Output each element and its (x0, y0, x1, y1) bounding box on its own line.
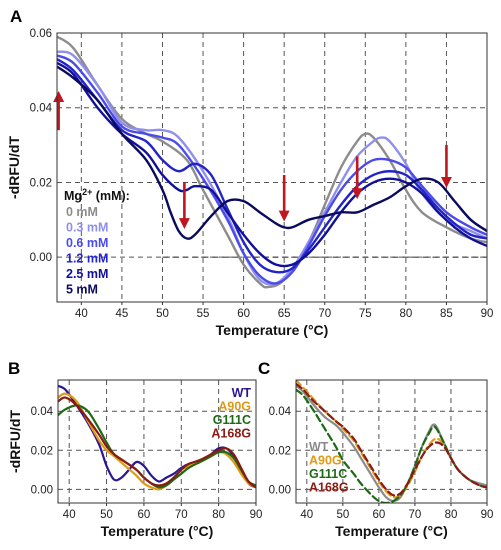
panel-c-legend-entry: A168G (309, 481, 349, 495)
panel-a-y-tick-label: 0.02 (30, 177, 52, 189)
panel-b-x-tick-label: 90 (250, 509, 263, 521)
panel-a-x-tick-label: 70 (318, 308, 331, 320)
panel-c-legend-entry: A90G (309, 454, 342, 468)
panel-a-series (57, 35, 487, 289)
panel-a-y-axis-title: -dRFU/dT (6, 136, 22, 199)
panel-a-x-tick-label: 80 (399, 308, 412, 320)
panel-b-x-axis-title: Temperature (°C) (101, 523, 214, 539)
legend-title-suffix: (mM): (92, 189, 130, 203)
panel-a-series-line-0-6-mm (57, 54, 487, 285)
panel-c-series (296, 380, 487, 503)
panel-b-y-tick-label: 0.02 (31, 445, 53, 457)
panel-a-y-tick-label: 0.04 (30, 103, 53, 115)
panel-a-legend-entry: 5 mM (66, 283, 98, 297)
panel-a-legend-entry: 2.5 mM (66, 267, 108, 281)
panel-c-x-tick-label: 60 (372, 509, 385, 521)
panel-b-legend-entry: A90G (218, 400, 251, 414)
panel-a-y-tick-label: 0.06 (30, 28, 52, 40)
panel-b-legend-entry: A168G (211, 427, 251, 441)
panel-b-series-line-a168g (58, 396, 256, 489)
panel-b-y-axis-title: -dRFU/dT (7, 410, 23, 473)
panel-c-x-ticks: 40 50 60 70 80 90 (300, 503, 493, 521)
panel-a-x-tick-label: 65 (278, 308, 291, 320)
panel-a-series-line-2-5-mm (57, 61, 487, 268)
panel-c-y-tick-label: 0.04 (269, 406, 292, 418)
panel-c-x-tick-label: 70 (409, 509, 422, 521)
panel-c-letter: C (258, 359, 270, 378)
panel-c-legend-entry: G111C (309, 467, 347, 481)
panel-a-frame (56, 32, 488, 303)
panel-b-y-tick-label: 0.00 (31, 484, 53, 496)
panel-c-x-tick-label: 50 (336, 509, 349, 521)
panel-a-x-tick-label: 50 (156, 308, 169, 320)
panel-a-series-line-1-2-mm (57, 57, 487, 274)
panel-c-y-tick-label: 0.02 (269, 445, 291, 457)
panel-c-x-tick-label: 90 (481, 509, 494, 521)
panel-b-series-line-g111c (58, 404, 256, 489)
panel-a-series-line-5-mm (57, 65, 487, 240)
panel-c-y-ticks: 0.00 0.02 0.04 (269, 406, 292, 496)
panel-c-y-tick-label: 0.00 (269, 484, 291, 496)
panel-a-legend-entry: 0 mM (66, 205, 98, 219)
panel-b-x-tick-label: 70 (175, 509, 188, 521)
panel-b-frame (57, 379, 257, 504)
panel-c-x-axis-title: Temperature (°C) (335, 523, 448, 539)
panel-c-chart: 40 50 60 70 80 90 0.00 0.02 0.04 Temperature (°… (269, 379, 493, 539)
panel-b-x-tick-label: 40 (63, 509, 76, 521)
panel-a-legend-entry: 0.3 mM (66, 221, 108, 235)
panel-b-letter: B (8, 359, 20, 378)
panel-a-x-tick-label: 85 (440, 308, 453, 320)
panel-c-frame (295, 379, 488, 504)
panel-b-legend-entry: G111C (213, 413, 251, 427)
panel-b-x-tick-label: 80 (212, 509, 225, 521)
panel-b-y-tick-label: 0.04 (31, 406, 54, 418)
legend-title-superscript: 2+ (82, 187, 92, 197)
panel-a-arrows (53, 91, 452, 230)
legend-title-base: Mg (64, 189, 82, 203)
panel-a-chart: 40 45 50 55 60 65 70 75 80 85 90 0.000.020.040.06 … (6, 28, 493, 338)
panel-a-legend-title: Mg2+ (mM): (64, 187, 130, 203)
panel-b-legend-entry: WT (232, 386, 252, 400)
panel-b-x-tick-label: 60 (138, 509, 151, 521)
panel-b-x-tick-label: 50 (100, 509, 113, 521)
panel-b-y-ticks: 0.00 0.02 0.04 (31, 406, 54, 496)
panel-a-x-tick-label: 40 (75, 308, 88, 320)
panel-a-legend-entry: 0.6 mM (66, 236, 108, 250)
panel-a-letter: A (10, 7, 22, 26)
panel-c-series-line-a168g (296, 382, 487, 497)
panel-a-x-ticks: 40 45 50 55 60 65 70 75 80 85 90 (75, 302, 493, 320)
panel-c-x-tick-label: 80 (445, 509, 458, 521)
panel-a-legend-entry: 1.2 mM (66, 252, 108, 266)
panel-a-x-tick-label: 90 (481, 308, 494, 320)
panel-a-y-tick-label: 0.00 (30, 252, 52, 264)
panel-b-x-ticks: 40 50 60 70 80 90 (63, 503, 263, 521)
panel-b-series (58, 384, 256, 491)
panel-a-x-tick-label: 55 (197, 308, 210, 320)
panel-a-legend: Mg2+ (mM): 0 mM 0.3 mM0.6 mM 1.2 mM2.5 mM 5… (64, 187, 130, 297)
panel-a-x-tick-label: 45 (116, 308, 129, 320)
panel-a-y-ticks: 0.00 0.02 0.04 0.06 (30, 28, 53, 264)
panel-a-x-axis-title: Temperature (°C) (216, 322, 329, 338)
panel-b-chart: 40 50 60 70 80 90 0.00 0.02 0.04 Temperature (°… (7, 379, 263, 539)
panel-a-x-tick-label: 60 (237, 308, 250, 320)
panel-a-x-tick-label: 75 (359, 308, 372, 320)
panel-c-x-tick-label: 40 (300, 509, 313, 521)
panel-c-legend-entry: WT (309, 440, 329, 454)
